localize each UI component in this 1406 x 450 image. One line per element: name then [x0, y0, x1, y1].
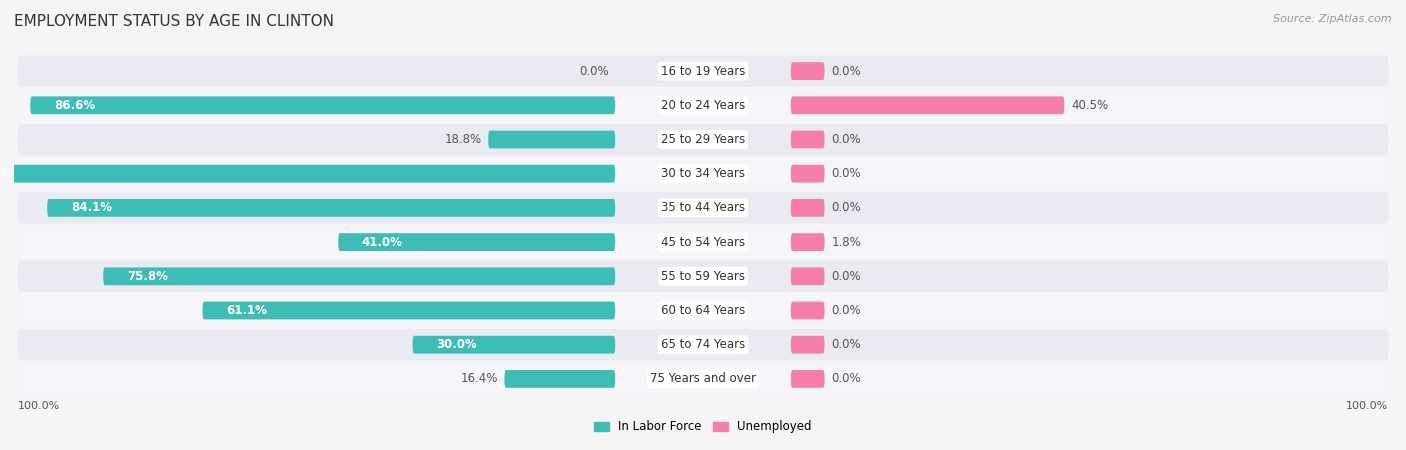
FancyBboxPatch shape [790, 267, 824, 285]
FancyBboxPatch shape [790, 370, 824, 388]
FancyBboxPatch shape [17, 363, 1389, 395]
Text: 100.0%: 100.0% [1347, 401, 1389, 411]
FancyBboxPatch shape [790, 302, 824, 319]
Text: 61.1%: 61.1% [226, 304, 267, 317]
Text: 0.0%: 0.0% [831, 167, 860, 180]
FancyBboxPatch shape [17, 90, 1389, 121]
Legend: In Labor Force, Unemployed: In Labor Force, Unemployed [589, 415, 817, 438]
Text: 45 to 54 Years: 45 to 54 Years [661, 236, 745, 248]
Text: 0.0%: 0.0% [831, 65, 860, 77]
FancyBboxPatch shape [17, 55, 1389, 87]
FancyBboxPatch shape [17, 261, 1389, 292]
FancyBboxPatch shape [0, 165, 616, 183]
FancyBboxPatch shape [17, 124, 1389, 155]
Text: 1.8%: 1.8% [831, 236, 860, 248]
FancyBboxPatch shape [790, 336, 824, 354]
Text: 16.4%: 16.4% [460, 373, 498, 385]
FancyBboxPatch shape [412, 336, 616, 354]
Text: 75 Years and over: 75 Years and over [650, 373, 756, 385]
Text: 30 to 34 Years: 30 to 34 Years [661, 167, 745, 180]
FancyBboxPatch shape [790, 96, 1064, 114]
FancyBboxPatch shape [17, 226, 1389, 258]
Text: Source: ZipAtlas.com: Source: ZipAtlas.com [1274, 14, 1392, 23]
FancyBboxPatch shape [202, 302, 616, 319]
FancyBboxPatch shape [103, 267, 616, 285]
Text: 84.1%: 84.1% [70, 202, 112, 214]
FancyBboxPatch shape [790, 62, 824, 80]
Text: 86.6%: 86.6% [53, 99, 96, 112]
Text: 16 to 19 Years: 16 to 19 Years [661, 65, 745, 77]
FancyBboxPatch shape [17, 158, 1389, 189]
Text: 100.0%: 100.0% [0, 167, 13, 180]
FancyBboxPatch shape [31, 96, 616, 114]
FancyBboxPatch shape [790, 130, 824, 148]
Text: 41.0%: 41.0% [361, 236, 402, 248]
Text: 25 to 29 Years: 25 to 29 Years [661, 133, 745, 146]
FancyBboxPatch shape [505, 370, 616, 388]
FancyBboxPatch shape [790, 165, 824, 183]
Text: 0.0%: 0.0% [831, 133, 860, 146]
Text: EMPLOYMENT STATUS BY AGE IN CLINTON: EMPLOYMENT STATUS BY AGE IN CLINTON [14, 14, 335, 28]
Text: 20 to 24 Years: 20 to 24 Years [661, 99, 745, 112]
Text: 0.0%: 0.0% [831, 202, 860, 214]
Text: 0.0%: 0.0% [579, 65, 609, 77]
Text: 0.0%: 0.0% [831, 338, 860, 351]
Text: 0.0%: 0.0% [831, 373, 860, 385]
FancyBboxPatch shape [48, 199, 616, 217]
Text: 100.0%: 100.0% [17, 401, 59, 411]
Text: 0.0%: 0.0% [831, 270, 860, 283]
FancyBboxPatch shape [17, 329, 1389, 360]
Text: 35 to 44 Years: 35 to 44 Years [661, 202, 745, 214]
Text: 0.0%: 0.0% [831, 304, 860, 317]
FancyBboxPatch shape [17, 295, 1389, 326]
Text: 40.5%: 40.5% [1071, 99, 1108, 112]
Text: 55 to 59 Years: 55 to 59 Years [661, 270, 745, 283]
Text: 65 to 74 Years: 65 to 74 Years [661, 338, 745, 351]
FancyBboxPatch shape [488, 130, 616, 148]
FancyBboxPatch shape [339, 233, 616, 251]
Text: 75.8%: 75.8% [127, 270, 167, 283]
FancyBboxPatch shape [790, 233, 824, 251]
Text: 60 to 64 Years: 60 to 64 Years [661, 304, 745, 317]
Text: 18.8%: 18.8% [444, 133, 481, 146]
FancyBboxPatch shape [790, 199, 824, 217]
FancyBboxPatch shape [17, 192, 1389, 224]
Text: 30.0%: 30.0% [436, 338, 477, 351]
